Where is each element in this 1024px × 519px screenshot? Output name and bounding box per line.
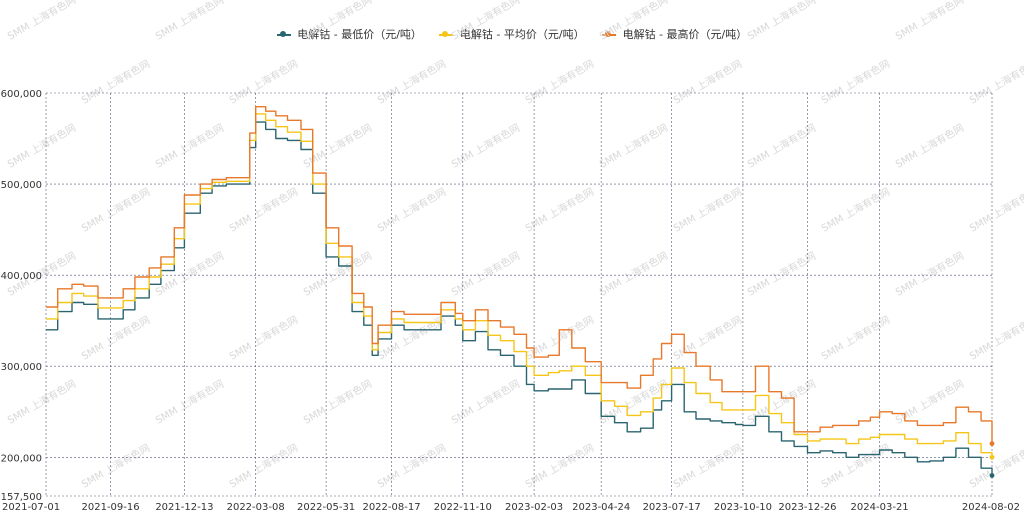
watermark-text: SMM 上海有色网 <box>819 441 892 491</box>
watermark-text: SMM 上海有色网 <box>967 185 1024 235</box>
watermark-text: SMM 上海有色网 <box>597 0 670 43</box>
series-line-1 <box>46 113 993 458</box>
watermark-text: SMM 上海有色网 <box>819 57 892 107</box>
watermark-text: SMM 上海有色网 <box>671 57 744 107</box>
watermark-text: SMM 上海有色网 <box>79 185 152 235</box>
grid-layer <box>45 92 993 497</box>
legend-label-high: 电解钴 - 最高价（元/吨） <box>622 28 748 41</box>
x-tick-label: 2023-04-24 <box>572 502 630 513</box>
watermark-text: SMM 上海有色网 <box>227 313 300 363</box>
x-tick-label: 2021-12-13 <box>155 502 213 513</box>
watermark-text: SMM 上海有色网 <box>893 377 966 427</box>
watermark-text: SMM 上海有色网 <box>745 249 818 299</box>
watermark-text: SMM 上海有色网 <box>301 377 374 427</box>
watermark-text: SMM 上海有色网 <box>301 0 374 43</box>
x-tick-label: 2024-08-02 <box>962 502 1020 513</box>
legend-item-low[interactable]: 电解钴 - 最低价（元/吨） <box>276 26 422 42</box>
watermark-text: SMM 上海有色网 <box>745 121 818 171</box>
x-tick-label: 2023-07-17 <box>643 502 701 513</box>
watermark-text: SMM 上海有色网 <box>523 57 596 107</box>
watermark-text: SMM 上海有色网 <box>597 377 670 427</box>
watermark-text: SMM 上海有色网 <box>375 313 448 363</box>
watermark-text: SMM 上海有色网 <box>375 441 448 491</box>
series-line-2 <box>46 106 993 444</box>
y-tick-label: 400,000 <box>1 271 42 282</box>
legend-item-high[interactable]: 电解钴 - 最高价（元/吨） <box>602 26 747 42</box>
x-tick-label: 2023-02-03 <box>505 502 563 513</box>
watermark-text: SMM 上海有色网 <box>967 57 1024 107</box>
watermark-text: SMM 上海有色网 <box>227 185 300 235</box>
axis-layer: 600,000 500,000 400,000 300,000 200,000 157,5… <box>1 89 1020 513</box>
legend-label-low: 电解钴 - 最低价（元/吨） <box>297 28 422 41</box>
watermark-text: SMM 上海有色网 <box>301 121 374 171</box>
watermark-text: SMM 上海有色网 <box>745 0 818 43</box>
watermark-text: SMM 上海有色网 <box>375 57 448 107</box>
legend-swatch-low <box>276 31 291 37</box>
watermark-text: SMM 上海有色网 <box>597 121 670 171</box>
x-tick-label: 2022-08-17 <box>362 502 420 513</box>
legend-swatch-high <box>602 31 617 37</box>
watermark-text: SMM 上海有色网 <box>153 121 226 171</box>
chart-legend: 电解钴 - 最低价（元/吨） 电解钴 - 平均价（元/吨） 电解钴 - 最高价（… <box>0 26 1024 42</box>
series-layer <box>46 106 995 478</box>
watermark-text: SMM 上海有色网 <box>79 313 152 363</box>
legend-item-avg[interactable]: 电解钴 - 平均价（元/吨） <box>439 26 585 42</box>
y-tick-label: 600,000 <box>1 89 42 100</box>
x-tick-label: 2021-07-01 <box>2 502 60 513</box>
watermark-text: SMM 上海有色网 <box>449 121 522 171</box>
watermark-text: SMM 上海有色网 <box>79 441 152 491</box>
x-tick-label: 2023-12-26 <box>778 502 836 513</box>
watermark-text: SMM 上海有色网 <box>153 0 226 43</box>
watermark-text: SMM 上海有色网 <box>893 121 966 171</box>
x-tick-label: 2024-03-21 <box>851 502 909 513</box>
watermark-text: SMM 上海有色网 <box>967 441 1024 491</box>
y-tick-label: 200,000 <box>1 453 42 464</box>
x-tick-label: 2023-10-10 <box>714 502 772 513</box>
watermark-text: SMM 上海有色网 <box>597 249 670 299</box>
series-line-0 <box>46 121 993 476</box>
watermark-text: SMM 上海有色网 <box>375 185 448 235</box>
watermark-text: SMM 上海有色网 <box>449 249 522 299</box>
watermark-text: SMM 上海有色网 <box>153 377 226 427</box>
watermark-text: SMM 上海有色网 <box>671 313 744 363</box>
series-end-point-0 <box>989 473 995 478</box>
watermark-text: SMM 上海有色网 <box>967 313 1024 363</box>
watermark-text: SMM 上海有色网 <box>79 57 152 107</box>
watermark-text: SMM 上海有色网 <box>5 377 78 427</box>
watermark-text: SMM 上海有色网 <box>893 249 966 299</box>
series-end-point-1 <box>989 454 995 460</box>
x-tick-label: 2022-05-31 <box>297 502 355 513</box>
y-tick-label: 500,000 <box>1 180 42 191</box>
watermark-text: SMM 上海有色网 <box>227 441 300 491</box>
x-tick-label: 2022-11-10 <box>434 502 492 513</box>
y-tick-label: 157,500 <box>1 492 42 503</box>
legend-label-avg: 电解钴 - 平均价（元/吨） <box>459 28 585 41</box>
watermark-text: SMM 上海有色网 <box>671 441 744 491</box>
watermark-text: SMM 上海有色网 <box>449 377 522 427</box>
watermark-text: SMM 上海有色网 <box>5 0 78 43</box>
watermark-text: SMM 上海有色网 <box>671 185 744 235</box>
watermark-text: SMM 上海有色网 <box>819 185 892 235</box>
watermark-text: SMM 上海有色网 <box>893 0 966 43</box>
series-end-point-2 <box>989 441 995 447</box>
x-tick-label: 2021-09-16 <box>82 502 140 513</box>
x-tick-label: 2022-03-08 <box>227 502 285 513</box>
watermark-text: SMM 上海有色网 <box>227 57 300 107</box>
watermark-text: SMM 上海有色网 <box>819 313 892 363</box>
watermark-text: SMM 上海有色网 <box>5 121 78 171</box>
watermark-text: SMM 上海有色网 <box>449 0 522 43</box>
y-tick-label: 300,000 <box>1 362 42 373</box>
legend-swatch-avg <box>439 31 454 37</box>
